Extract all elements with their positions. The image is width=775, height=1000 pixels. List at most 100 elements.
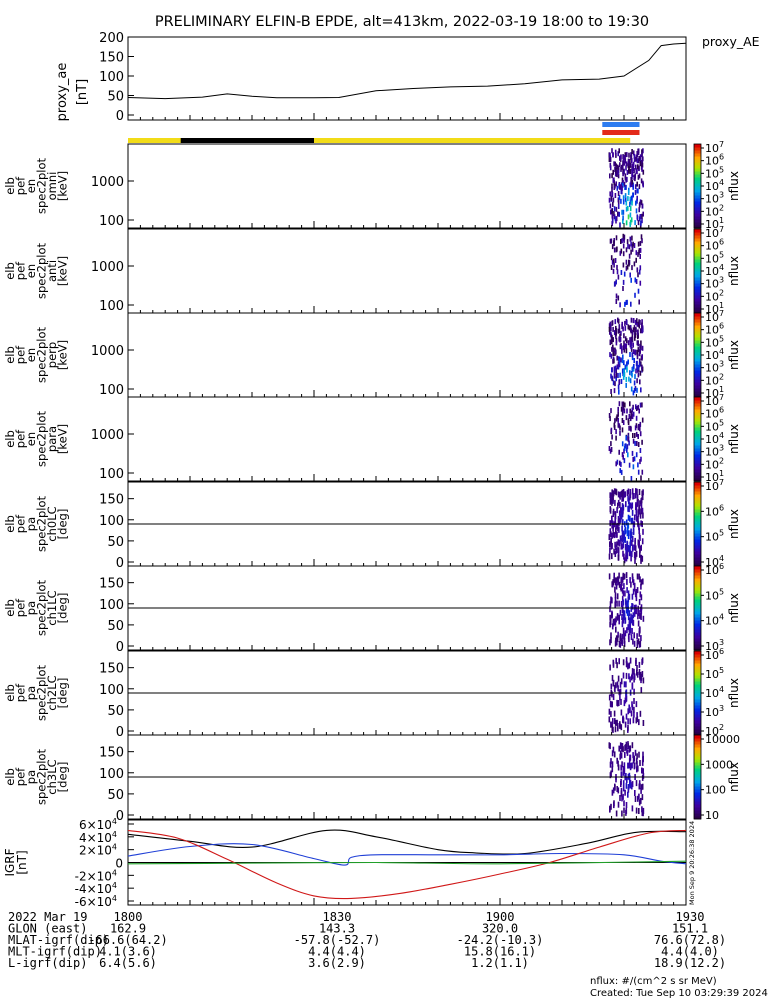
spec-pixel bbox=[619, 681, 622, 688]
spec-pixel bbox=[634, 514, 636, 521]
spec-pixel bbox=[637, 509, 640, 516]
spec-pixel bbox=[633, 706, 635, 713]
spec-pixel bbox=[626, 152, 628, 158]
spec-pixel bbox=[609, 191, 611, 197]
spec-pixel bbox=[612, 169, 614, 175]
spec-pixel bbox=[617, 411, 619, 417]
colorbar-swatch bbox=[694, 629, 701, 633]
spec-pixel bbox=[623, 448, 625, 454]
spec-pixel bbox=[611, 789, 614, 796]
spec-pixel bbox=[609, 238, 612, 244]
spec-pixel bbox=[638, 165, 640, 171]
colorbar-label: nflux bbox=[727, 593, 741, 623]
spec-pixel bbox=[624, 697, 627, 704]
colorbar-swatch bbox=[694, 186, 701, 190]
spec-pixel bbox=[624, 185, 626, 190]
spec-pixel bbox=[619, 162, 621, 168]
spec-ylabel-line: en bbox=[24, 432, 38, 446]
spec-pixel bbox=[633, 698, 635, 704]
spec-pixel bbox=[620, 543, 623, 550]
colorbar-swatch bbox=[694, 397, 701, 401]
spec-pixel bbox=[625, 657, 628, 664]
spec-pixel bbox=[623, 573, 626, 580]
spec-pixel bbox=[622, 420, 625, 425]
spec-pixel bbox=[609, 520, 611, 527]
spec-pixel bbox=[613, 373, 616, 379]
colorbar-tick-label: 10000 bbox=[705, 733, 740, 746]
spec-ytick-label: 150 bbox=[99, 493, 124, 508]
ephemeris-value: 18.9(12.2) bbox=[654, 956, 726, 970]
colorbar-swatch bbox=[694, 241, 701, 245]
colorbar-swatch bbox=[694, 454, 701, 458]
colorbar-swatch bbox=[694, 298, 701, 302]
colorbar-tick-exponent: 3 bbox=[719, 360, 724, 369]
spec-pixel bbox=[640, 554, 642, 561]
spec-pixel bbox=[634, 173, 636, 179]
spec-pixel bbox=[629, 754, 631, 761]
spec-pixel bbox=[634, 433, 636, 438]
spec-pixel bbox=[613, 366, 616, 372]
colorbar-swatch bbox=[694, 409, 701, 413]
spec-pixel bbox=[631, 509, 634, 516]
spec-pixel bbox=[628, 762, 630, 769]
spec-pixel bbox=[631, 332, 634, 338]
spec-pixel bbox=[623, 237, 625, 243]
spec-pixel bbox=[622, 160, 624, 166]
colorbar-swatch bbox=[694, 421, 701, 425]
spec-pixel bbox=[631, 372, 633, 378]
spec-pixel bbox=[628, 502, 630, 509]
spec-pixel bbox=[617, 491, 620, 498]
spec-pixel bbox=[614, 499, 616, 506]
spec-pixel bbox=[611, 183, 613, 189]
spec-pixel bbox=[635, 431, 638, 437]
spec-pixel bbox=[618, 324, 621, 330]
spec-pixel bbox=[637, 613, 639, 620]
spec-pixel bbox=[612, 258, 615, 264]
colorbar-swatch bbox=[694, 244, 701, 248]
colorbar-tick-exponent: 2 bbox=[719, 203, 724, 212]
spec-pixel bbox=[610, 389, 612, 394]
spec-pixel bbox=[638, 641, 641, 648]
spec-pixel bbox=[615, 435, 617, 441]
ephemeris-value: 1830 bbox=[323, 910, 352, 924]
colorbar-tick-label: 104 bbox=[705, 613, 724, 628]
spec-pixel bbox=[628, 414, 631, 419]
spec-pixel bbox=[633, 168, 635, 173]
spec-pixel bbox=[635, 452, 638, 458]
colorbar-swatch bbox=[694, 795, 701, 799]
spec-pixel bbox=[611, 221, 613, 227]
colorbar-swatch bbox=[694, 268, 701, 272]
spec-pixel bbox=[626, 361, 628, 367]
spec-pixel bbox=[622, 780, 625, 787]
spec-pixel bbox=[622, 215, 624, 221]
igrf-ytick-exponent: 4 bbox=[112, 843, 117, 852]
ephemeris-row-label: GLON (east) bbox=[8, 922, 87, 936]
spec-ylabel-line: elb bbox=[3, 599, 17, 617]
colorbar-swatch bbox=[694, 445, 701, 449]
spec-pixel bbox=[612, 508, 615, 515]
spec-pixel bbox=[620, 248, 623, 254]
spec-pixel bbox=[610, 326, 612, 332]
spec-pixel bbox=[611, 553, 613, 560]
spec-pixel bbox=[640, 674, 643, 681]
spec-pixel bbox=[622, 251, 625, 257]
spec-pixel bbox=[619, 583, 622, 590]
spec-pixel bbox=[618, 336, 621, 342]
spec-pixel bbox=[611, 346, 613, 352]
spec-pixel bbox=[642, 772, 645, 779]
spec-pixel bbox=[638, 540, 640, 547]
spec-pixel bbox=[616, 507, 618, 514]
spec-pixel bbox=[610, 373, 612, 379]
spec-pixel bbox=[637, 462, 639, 468]
spec-pixel bbox=[631, 704, 634, 711]
spec-pixel bbox=[641, 354, 643, 360]
spec-pixel bbox=[627, 784, 630, 790]
colorbar-swatch bbox=[694, 358, 701, 362]
spec-pixel bbox=[622, 769, 625, 776]
spec-ytick-label: 1000 bbox=[91, 428, 124, 443]
spec-pixel bbox=[630, 414, 632, 420]
spec-pixel bbox=[625, 338, 628, 344]
spec-pixel bbox=[639, 591, 642, 598]
spec-pixel bbox=[623, 583, 625, 590]
